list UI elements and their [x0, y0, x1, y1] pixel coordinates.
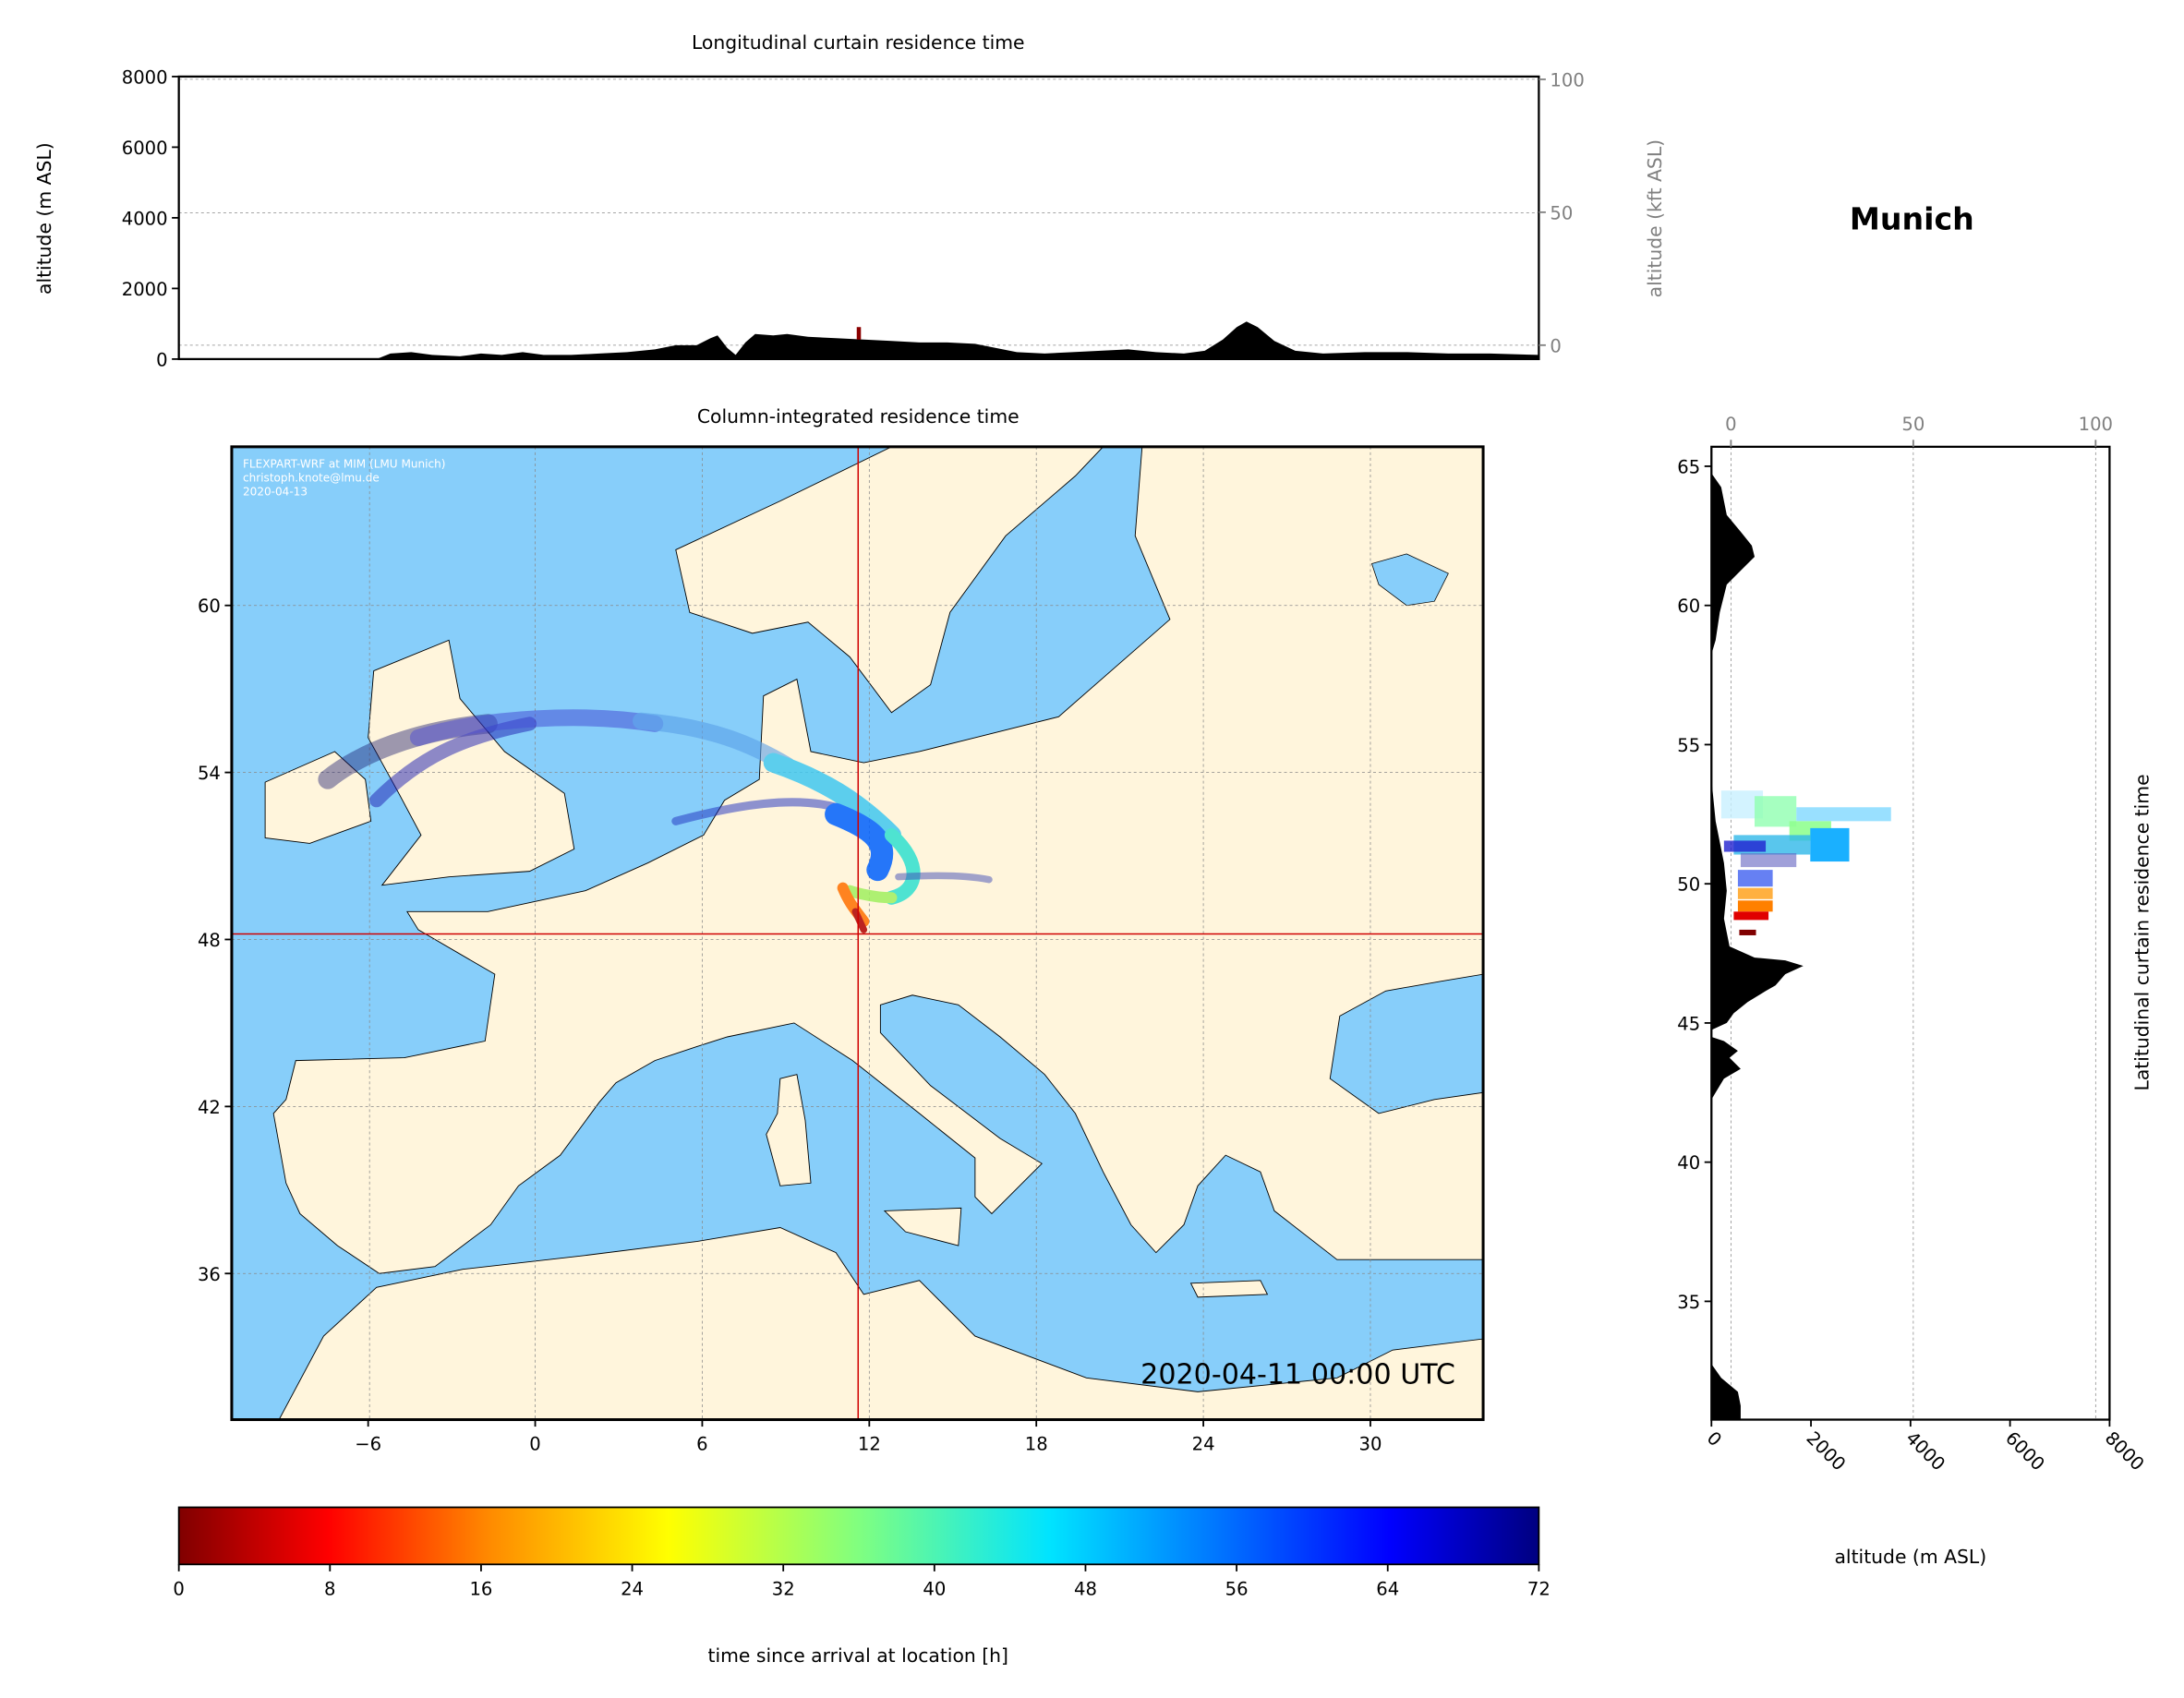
- tick-label: 40: [923, 1578, 946, 1599]
- map-frame: [230, 445, 1485, 1422]
- plot-frame: [177, 75, 1540, 361]
- tick-label: 48: [1074, 1578, 1097, 1599]
- tick-label: 12: [858, 1434, 881, 1455]
- right-xlabel: altitude (m ASL): [1834, 1546, 1986, 1568]
- tick-label: 24: [1192, 1434, 1215, 1455]
- plume-segment: [884, 827, 921, 905]
- tick-label: 0: [529, 1434, 540, 1455]
- residence-plume: [318, 709, 993, 933]
- tick-label: 0: [1550, 335, 1561, 356]
- tick-label: 55: [1677, 735, 1700, 756]
- land-great-britain: [368, 639, 575, 886]
- land-ireland: [264, 751, 372, 844]
- tick-label: 6: [696, 1434, 707, 1455]
- residence-bar: [1737, 887, 1773, 899]
- residence-bar: [1737, 870, 1773, 887]
- colorbar-label: time since arrival at location [h]: [708, 1644, 1008, 1667]
- plume-segment-newest: [851, 908, 868, 933]
- terrain-profile-longitudinal: [178, 321, 1539, 359]
- residence-bar: [1739, 929, 1756, 935]
- right-ylabel: Latitudinal curtain residence time: [2131, 774, 2154, 1090]
- lake: [1371, 553, 1449, 607]
- tick-label: 4000: [122, 208, 168, 229]
- colorbar: 0 8 16 24 32 40 48 56 64 72 time since arrival at…: [173, 1506, 1551, 1667]
- tick-label: 0: [1703, 1427, 1726, 1451]
- plume-segment: [844, 885, 898, 904]
- map-title: Column-integrated residence time: [697, 405, 1020, 428]
- residence-bar: [1740, 853, 1797, 868]
- tick-label: 64: [1376, 1578, 1399, 1599]
- top-ylabel-right: altitude (kft ASL): [1644, 139, 1666, 297]
- column-residence-map: Column-integrated residence time: [198, 405, 1485, 1455]
- residence-bar: [1733, 911, 1769, 921]
- plume-segment: [409, 709, 664, 746]
- tick-label: 8000: [122, 66, 168, 88]
- tick-label: 50: [1550, 202, 1573, 223]
- plume-segment: [763, 753, 901, 845]
- tick-label: 2000: [1802, 1427, 1849, 1475]
- residence-bar: [1737, 900, 1773, 912]
- credit-line-1: FLEXPART-WRF at MIM (LMU Munich): [243, 457, 445, 470]
- longitudinal-title: Longitudinal curtain residence time: [692, 31, 1025, 54]
- tick-label: 4000: [1901, 1427, 1949, 1475]
- longitudinal-curtain-panel: Longitudinal curtain residence time 0 200…: [33, 31, 1666, 371]
- location-title: Munich: [1850, 201, 1974, 237]
- tick-label: 2000: [122, 279, 168, 300]
- tick-label: 50: [1677, 874, 1700, 896]
- tick-label: 24: [621, 1578, 644, 1599]
- residence-bar: [1796, 807, 1891, 822]
- tick-label: 30: [1359, 1434, 1382, 1455]
- tick-label: 50: [1901, 414, 1925, 435]
- plume-segment: [895, 872, 993, 884]
- latitudinal-residence-bars: [1720, 790, 1891, 935]
- tick-label: 6000: [2001, 1427, 2048, 1475]
- tick-label: 60: [198, 596, 221, 617]
- tick-label: 36: [198, 1264, 221, 1285]
- residence-bar: [1723, 840, 1767, 852]
- tick-label: 0: [1725, 414, 1736, 435]
- tick-label: −6: [355, 1434, 381, 1455]
- tick-label: 56: [1225, 1578, 1249, 1599]
- tick-label: 45: [1677, 1013, 1700, 1034]
- tick-label: 48: [198, 930, 221, 951]
- plot-frame: [1710, 445, 2111, 1421]
- land-scandinavia: [675, 446, 1104, 714]
- tick-label: 0: [173, 1578, 184, 1599]
- tick-label: 8000: [2101, 1427, 2148, 1475]
- tick-label: 16: [469, 1578, 492, 1599]
- tick-label: 72: [1527, 1578, 1551, 1599]
- credit-line-2: christoph.knote@lmu.de: [243, 472, 380, 485]
- timestamp: 2020-04-11 00:00 UTC: [1140, 1358, 1455, 1391]
- plume-segment: [369, 717, 537, 808]
- colorbar-gradient: [177, 1506, 1540, 1566]
- top-ylabel: altitude (m ASL): [33, 142, 55, 295]
- tick-label: 6000: [122, 138, 168, 159]
- tick-label: 40: [1677, 1152, 1700, 1174]
- tick-label: 100: [1550, 69, 1584, 90]
- tick-label: 18: [1025, 1434, 1048, 1455]
- tick-label: 0: [156, 349, 167, 370]
- plume-segment: [825, 802, 894, 882]
- tick-label: 65: [1677, 457, 1700, 478]
- tick-label: 8: [324, 1578, 335, 1599]
- residence-bar: [1810, 827, 1850, 862]
- tick-label: 100: [2079, 414, 2113, 435]
- tick-label: 54: [198, 763, 221, 784]
- land-corsica-sardinia: [766, 1074, 812, 1186]
- land-sicily: [883, 1207, 962, 1246]
- plume-segment-oldest: [318, 714, 498, 789]
- terrain-profile-latitudinal: [1711, 446, 1804, 1420]
- credit-line-3: 2020-04-13: [243, 486, 308, 499]
- tick-label: 32: [772, 1578, 795, 1599]
- plume-segment: [671, 798, 840, 825]
- land-crete: [1189, 1280, 1269, 1298]
- tick-label: 42: [198, 1097, 221, 1118]
- tick-label: 60: [1677, 596, 1700, 617]
- release-marker: [856, 327, 862, 340]
- tick-label: 35: [1677, 1292, 1700, 1313]
